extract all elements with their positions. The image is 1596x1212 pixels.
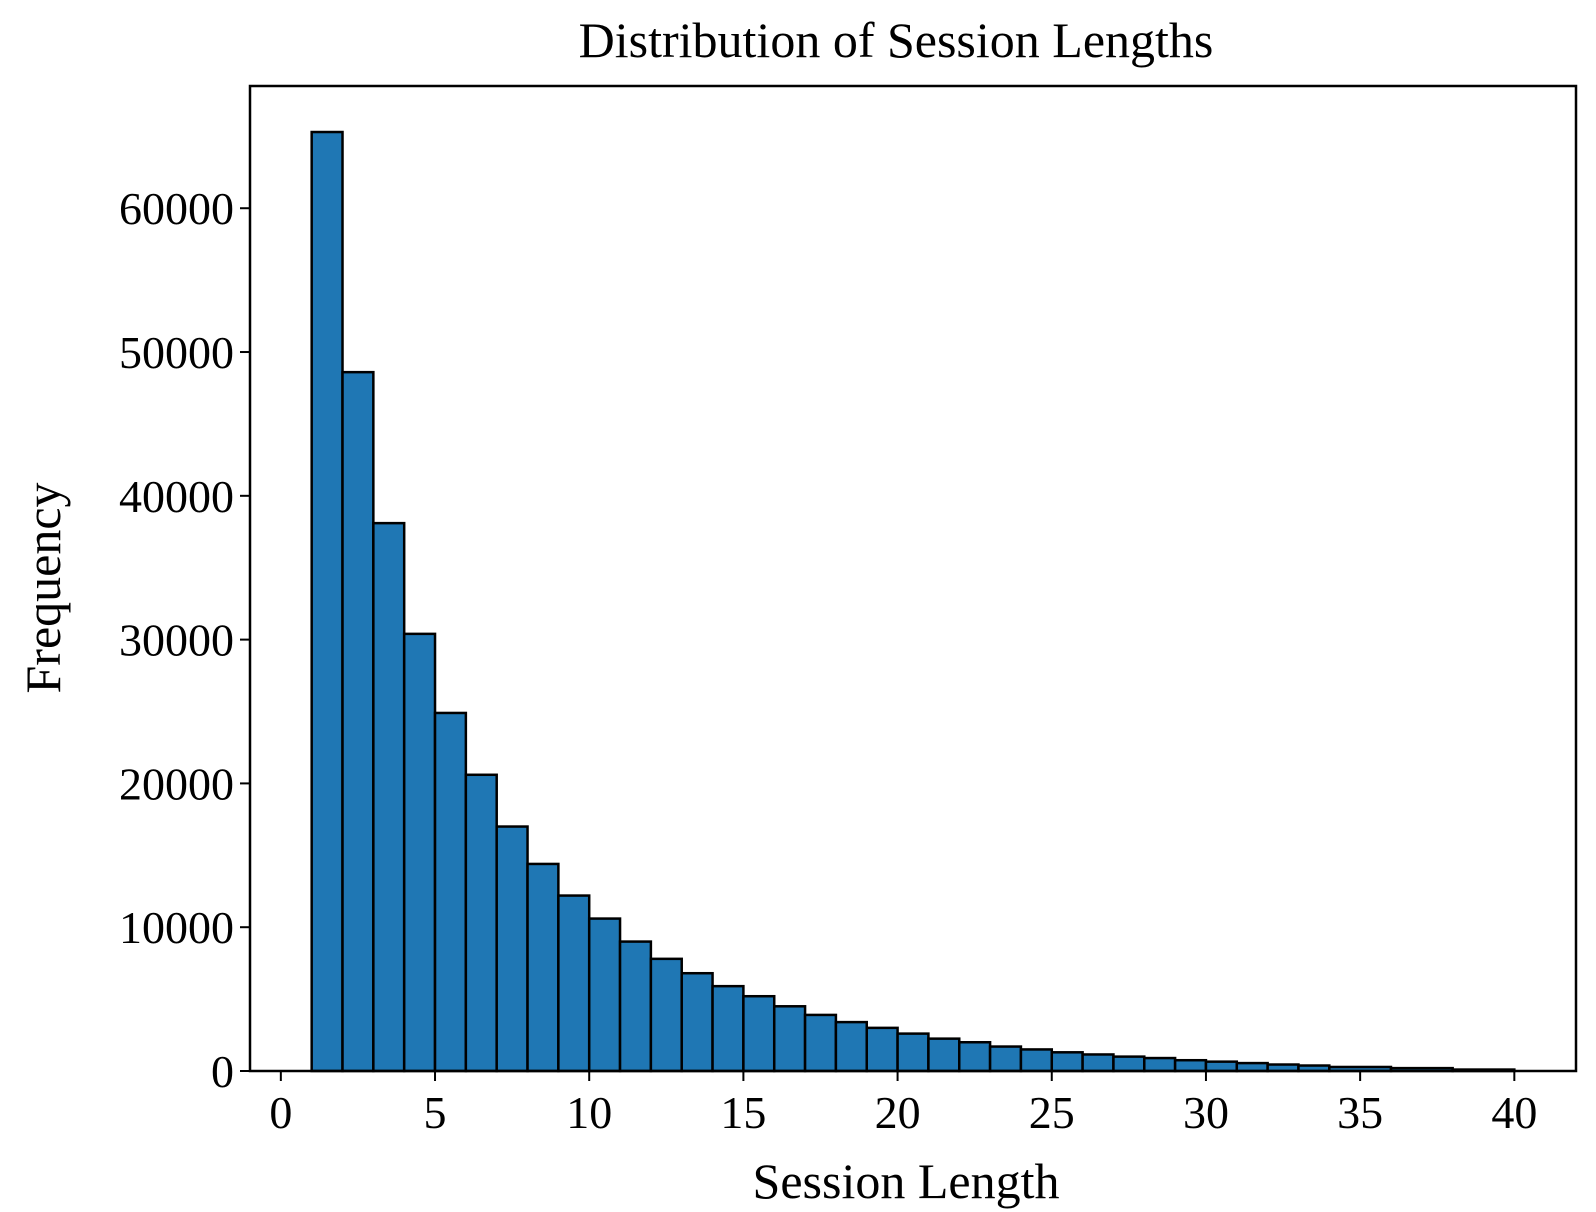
histogram-bar-24 <box>1050 1051 1084 1073</box>
y-axis-label: Frequency <box>15 482 71 693</box>
histogram-bar-14 <box>742 994 776 1073</box>
histogram-bar-27 <box>1143 1056 1177 1073</box>
histogram-bar-10 <box>618 940 653 1073</box>
histogram-bar-7 <box>526 862 560 1073</box>
histogram-bar-11 <box>649 957 683 1073</box>
histogram-bar-17 <box>834 1020 868 1073</box>
plot-frame <box>248 84 1578 1073</box>
y-tick-label: 10000 <box>119 902 234 953</box>
histogram-bar-18 <box>865 1026 899 1073</box>
y-tick-label: 40000 <box>119 471 234 522</box>
histogram-bar-0 <box>310 130 344 1073</box>
y-tick-label: 60000 <box>119 183 234 234</box>
histogram-bar-20 <box>927 1037 961 1073</box>
x-tick-label: 20 <box>875 1087 921 1138</box>
y-tick-label: 30000 <box>119 615 234 666</box>
x-tick-label: 10 <box>566 1087 612 1138</box>
histogram-bar-3 <box>402 632 437 1073</box>
x-tick-label: 25 <box>1029 1087 1075 1138</box>
histogram-bar-21 <box>958 1040 992 1073</box>
bars-group <box>310 130 1516 1073</box>
histogram-bar-16 <box>803 1013 838 1073</box>
histogram-bar-23 <box>1019 1048 1054 1073</box>
histogram-bar-6 <box>495 825 529 1073</box>
y-axis-ticks: 0 10000 20000 30000 40000 50000 60000 <box>119 183 250 1097</box>
histogram-bar-13 <box>711 984 745 1073</box>
histogram-bar-28 <box>1173 1058 1208 1073</box>
x-tick-label: 35 <box>1337 1087 1383 1138</box>
histogram-bar-22 <box>988 1045 1023 1073</box>
x-tick-label: 0 <box>269 1087 292 1138</box>
histogram-bar-12 <box>680 971 714 1073</box>
histogram-bar-26 <box>1112 1055 1146 1073</box>
histogram-bar-8 <box>557 894 591 1073</box>
x-tick-label: 30 <box>1183 1087 1229 1138</box>
x-tick-label: 5 <box>424 1087 447 1138</box>
y-tick-label: 0 <box>211 1046 234 1097</box>
y-tick-label: 50000 <box>119 327 234 378</box>
histogram-bar-4 <box>433 711 468 1073</box>
histogram-bar-5 <box>464 773 498 1073</box>
histogram-bar-15 <box>772 1005 807 1073</box>
x-tick-label: 15 <box>720 1087 766 1138</box>
x-tick-label: 40 <box>1491 1087 1537 1138</box>
x-axis-ticks: 0 5 10 15 20 25 30 35 40 <box>269 1071 1537 1138</box>
x-axis-label: Session Length <box>753 1153 1060 1209</box>
histogram-bar-25 <box>1081 1053 1115 1073</box>
histogram-bar-1 <box>341 370 375 1073</box>
histogram-bar-19 <box>896 1032 930 1073</box>
histogram-bar-9 <box>587 917 622 1073</box>
chart-title: Distribution of Session Lengths <box>579 12 1214 68</box>
histogram-bar-29 <box>1204 1060 1239 1073</box>
histogram-bar-2 <box>372 521 406 1073</box>
y-tick-label: 20000 <box>119 758 234 809</box>
